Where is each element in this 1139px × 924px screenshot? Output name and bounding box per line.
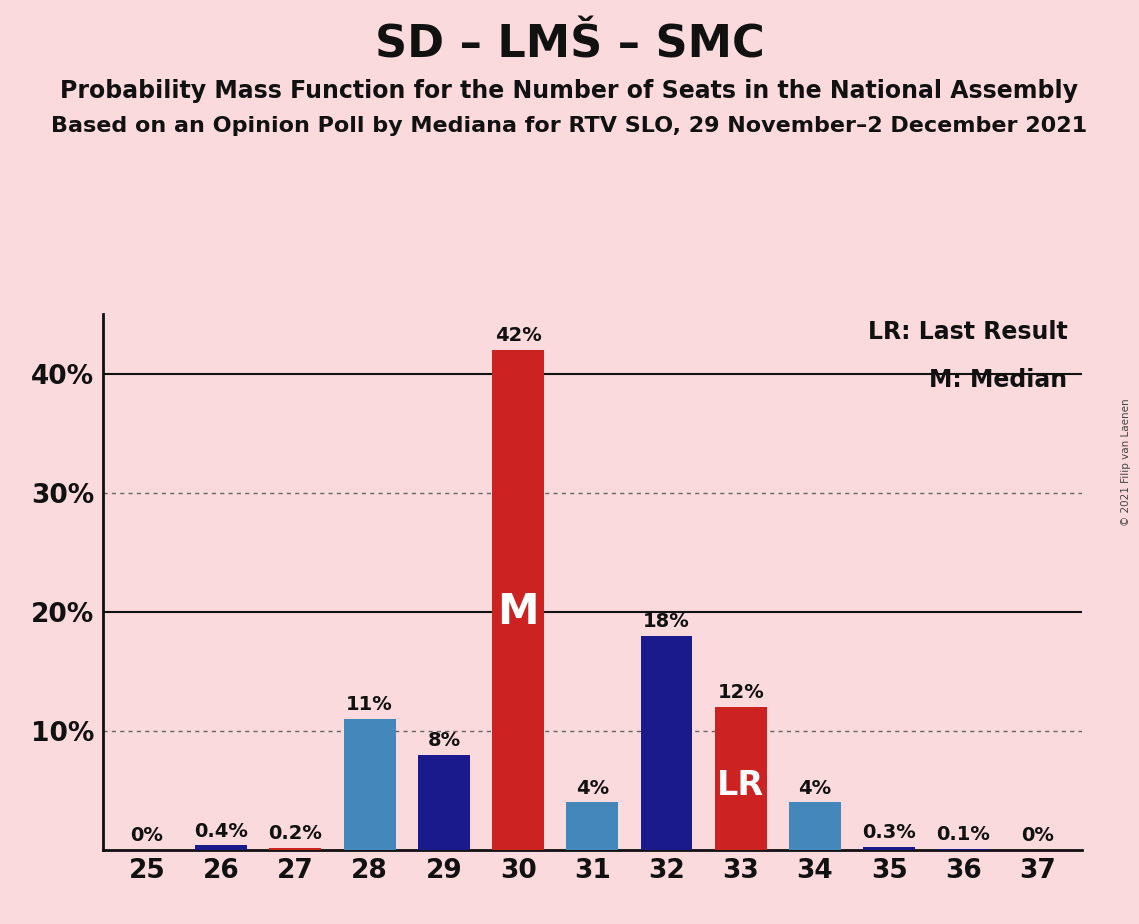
Text: 4%: 4% xyxy=(798,779,831,797)
Bar xyxy=(195,845,247,850)
Text: LR: Last Result: LR: Last Result xyxy=(868,320,1067,344)
Text: 8%: 8% xyxy=(427,731,460,750)
Text: 18%: 18% xyxy=(644,612,690,631)
Text: © 2021 Filip van Laenen: © 2021 Filip van Laenen xyxy=(1121,398,1131,526)
Text: M: M xyxy=(498,590,539,633)
Text: M: Median: M: Median xyxy=(929,368,1067,392)
Text: 12%: 12% xyxy=(718,684,764,702)
Text: 4%: 4% xyxy=(575,779,609,797)
Text: 0.2%: 0.2% xyxy=(269,824,322,843)
Text: 42%: 42% xyxy=(494,326,541,346)
Bar xyxy=(937,849,990,850)
Bar xyxy=(789,802,841,850)
Text: LR: LR xyxy=(718,770,764,802)
Bar xyxy=(492,350,544,850)
Text: SD – LMŠ – SMC: SD – LMŠ – SMC xyxy=(375,23,764,67)
Text: 0%: 0% xyxy=(131,826,164,845)
Text: Probability Mass Function for the Number of Seats in the National Assembly: Probability Mass Function for the Number… xyxy=(60,79,1079,103)
Bar xyxy=(270,847,321,850)
Bar xyxy=(418,755,469,850)
Text: 0%: 0% xyxy=(1021,826,1054,845)
Text: 0.1%: 0.1% xyxy=(936,825,990,845)
Bar xyxy=(715,707,767,850)
Bar xyxy=(640,636,693,850)
Text: 0.3%: 0.3% xyxy=(862,822,916,842)
Bar xyxy=(344,719,395,850)
Bar xyxy=(863,846,915,850)
Text: 0.4%: 0.4% xyxy=(195,821,248,841)
Text: Based on an Opinion Poll by Mediana for RTV SLO, 29 November–2 December 2021: Based on an Opinion Poll by Mediana for … xyxy=(51,116,1088,136)
Bar xyxy=(566,802,618,850)
Text: 11%: 11% xyxy=(346,696,393,714)
